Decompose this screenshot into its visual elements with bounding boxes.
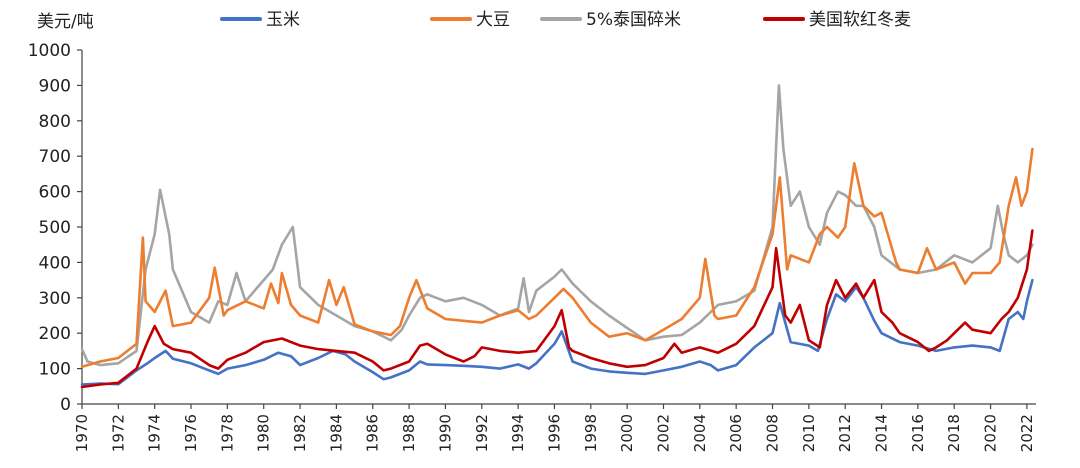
x-tick-label: 2020 bbox=[982, 414, 1000, 452]
x-tick-label: 2006 bbox=[727, 414, 745, 452]
series-line-0 bbox=[80, 278, 1034, 386]
x-tick-label: 1972 bbox=[109, 414, 127, 452]
x-tick-label: 2018 bbox=[945, 414, 963, 452]
x-tick-label: 1984 bbox=[327, 414, 345, 452]
y-tick-label: 500 bbox=[39, 218, 71, 238]
axes: 美元/吨 bbox=[37, 12, 1036, 405]
y-tick-label: 800 bbox=[39, 112, 71, 132]
y-tick-label: 300 bbox=[39, 289, 71, 309]
y-tick-label: 100 bbox=[39, 360, 71, 380]
x-tick-label: 2016 bbox=[909, 414, 927, 452]
x-tick-label: 2002 bbox=[654, 414, 672, 452]
series-lines bbox=[80, 84, 1034, 389]
x-tick-label: 1990 bbox=[436, 414, 454, 452]
y-tick-label: 900 bbox=[39, 76, 71, 96]
x-tick-label: 1992 bbox=[473, 414, 491, 452]
series-line-1 bbox=[80, 147, 1034, 369]
y-tick-label: 0 bbox=[60, 395, 71, 415]
x-tick-label: 2012 bbox=[836, 414, 854, 452]
x-tick-label: 1970 bbox=[73, 414, 91, 452]
x-tick-label: 1980 bbox=[255, 414, 273, 452]
x-tick-label: 1988 bbox=[400, 414, 418, 452]
legend: 玉米 大豆 5%泰国碎米 美国软红冬麦 bbox=[220, 10, 911, 30]
y-tick-label: 1000 bbox=[28, 41, 71, 61]
x-tick-label: 2004 bbox=[691, 414, 709, 452]
y-tick-label: 600 bbox=[39, 183, 71, 203]
series-line-2 bbox=[80, 84, 1034, 367]
x-tick-label: 1974 bbox=[146, 414, 164, 452]
x-axis-ticks: 1970 1972 1974 1976 1978 1980 1982 1984 1986 1988… bbox=[73, 404, 1036, 452]
x-tick-label: 2010 bbox=[800, 414, 818, 452]
y-tick-label: 400 bbox=[39, 253, 71, 273]
legend-label-0: 玉米 bbox=[266, 10, 300, 30]
x-tick-label: 2014 bbox=[873, 414, 891, 452]
x-tick-label: 1994 bbox=[509, 414, 527, 452]
y-tick-label: 200 bbox=[39, 324, 71, 344]
legend-label-3: 美国软红冬麦 bbox=[809, 10, 911, 30]
x-tick-label: 2008 bbox=[764, 414, 782, 452]
x-tick-label: 1986 bbox=[364, 414, 382, 452]
series-line-3 bbox=[80, 229, 1034, 389]
y-tick-label: 700 bbox=[39, 147, 71, 167]
x-tick-label: 1996 bbox=[545, 414, 563, 452]
x-tick-label: 1976 bbox=[182, 414, 200, 452]
x-tick-label: 1982 bbox=[291, 414, 309, 452]
y-axis-unit-label: 美元/吨 bbox=[37, 12, 94, 32]
x-tick-label: 1978 bbox=[218, 414, 236, 452]
legend-label-2: 5%泰国碎米 bbox=[586, 10, 681, 30]
x-tick-label: 2000 bbox=[618, 414, 636, 452]
legend-label-1: 大豆 bbox=[476, 10, 510, 30]
x-tick-label: 1998 bbox=[582, 414, 600, 452]
x-tick-label: 2022 bbox=[1018, 414, 1036, 452]
y-axis-ticks: 0 100 200 300 400 500 600 700 800 900 1000 bbox=[28, 41, 82, 415]
